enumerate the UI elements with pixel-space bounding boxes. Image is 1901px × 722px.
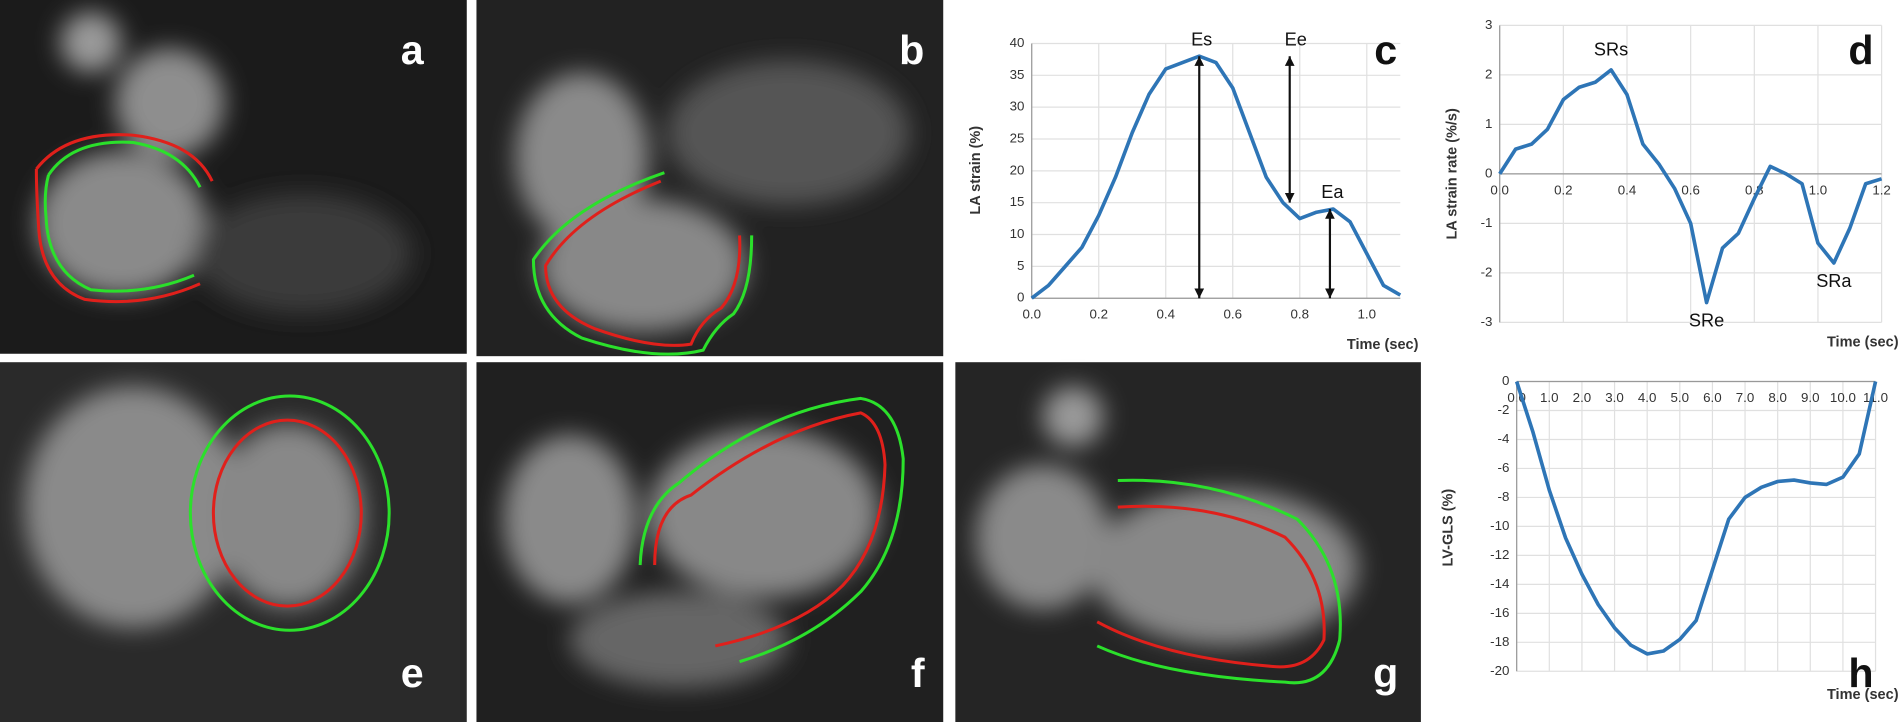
x-tick-label: 0.4: [1618, 182, 1637, 197]
x-tick-label: 6.0: [1703, 390, 1722, 405]
y-tick-label: 15: [1010, 194, 1025, 209]
y-tick-label: -18: [1490, 634, 1509, 649]
y-tick-label: 10: [1010, 226, 1025, 241]
x-tick-label: 0.2: [1089, 307, 1108, 322]
image-panel: f: [476, 362, 944, 722]
x-tick-label: 4.0: [1638, 390, 1657, 405]
arrow-head: [1325, 209, 1335, 299]
x-tick-label: 1.0: [1358, 307, 1377, 322]
x-tick-label: 3.0: [1605, 390, 1624, 405]
image-panel: e: [0, 362, 467, 722]
x-tick-label: 0.0: [1022, 307, 1041, 322]
chart-background: [1434, 362, 1901, 722]
line-series: [1030, 54, 1402, 300]
annotation: Ea: [1321, 182, 1344, 202]
y-tick-label: -12: [1490, 547, 1509, 562]
y-tick-label: 40: [1010, 35, 1025, 50]
x-tick-label: 1.2: [1872, 182, 1891, 197]
y-tick-label: 25: [1010, 131, 1025, 146]
chart: -20-18-16-14-12-10-8-6-4-200.0 1.0 2.0 3.0 4…: [1434, 362, 1901, 722]
y-axis-label: LA strain rate (%/s): [1444, 108, 1460, 240]
x-tick-label: 10.0: [1830, 390, 1856, 405]
annotation: Ee: [1285, 29, 1307, 49]
panel-label: a: [401, 27, 425, 73]
y-tick-label: -2: [1481, 264, 1493, 279]
y-tick-label: 20: [1010, 162, 1025, 177]
annotation: SRa: [1816, 271, 1852, 291]
x-tick-label: 7.0: [1736, 390, 1755, 405]
y-tick-label: -4: [1498, 431, 1510, 446]
y-axis-label: LA strain (%): [968, 126, 984, 215]
x-tick-label: 8.0: [1768, 390, 1787, 405]
x-tick-label: 0.2: [1554, 182, 1573, 197]
panel-label: c: [1374, 27, 1397, 73]
x-tick-label: 9.0: [1801, 390, 1820, 405]
panel-label: h: [1848, 650, 1873, 696]
annotation: SRs: [1594, 39, 1628, 59]
y-tick-label: 3: [1485, 17, 1492, 32]
x-tick-label: 1.0: [1540, 390, 1559, 405]
image-panel: g: [955, 362, 1421, 722]
y-tick-label: -1: [1481, 215, 1493, 230]
x-tick-label: 1.0: [1809, 182, 1828, 197]
annotation: SRe: [1689, 311, 1724, 331]
panel-label: g: [1373, 650, 1398, 696]
chart: 0 5 10 15 20 25 30 35 40 0.0 0.2 0.4 0.6 0.8 1.0 Es Ee Ea…: [955, 0, 1421, 357]
panel-label: f: [911, 650, 925, 696]
y-tick-label: -6: [1498, 460, 1510, 475]
y-tick-label: 1: [1485, 116, 1492, 131]
x-axis-label: Time (sec): [1827, 335, 1899, 351]
x-tick-label: 0.8: [1291, 307, 1310, 322]
image-panel: b: [476, 0, 944, 357]
line-series: [1514, 380, 1878, 656]
y-tick-label: -16: [1490, 605, 1509, 620]
x-axis-label: Time (sec): [1347, 337, 1419, 353]
y-axis-label: LV-GLS (%): [1441, 489, 1457, 567]
y-tick-label: 0: [1485, 165, 1492, 180]
y-tick-label: 35: [1010, 67, 1025, 82]
x-tick-label: 0.6: [1223, 307, 1242, 322]
annotation: Es: [1191, 29, 1212, 49]
y-tick-label: 30: [1010, 99, 1025, 114]
panel-label: d: [1848, 27, 1873, 73]
line-series: [1498, 68, 1883, 305]
y-tick-label: -2: [1498, 402, 1510, 417]
x-tick-label: 5.0: [1671, 390, 1690, 405]
y-tick-label: 0: [1502, 373, 1509, 388]
y-tick-label: -14: [1490, 576, 1509, 591]
x-tick-label: 11.0: [1863, 390, 1888, 405]
image-panel: a: [0, 0, 467, 354]
y-tick-label: 0: [1017, 290, 1024, 305]
y-tick-label: -10: [1490, 518, 1509, 533]
y-tick-label: 2: [1485, 66, 1492, 81]
x-tick-label: 0.4: [1156, 307, 1175, 322]
y-tick-label: -3: [1481, 314, 1493, 329]
y-tick-label: 5: [1017, 258, 1024, 273]
panel-label: e: [401, 650, 424, 696]
x-axis-label: Time (sec): [1827, 687, 1899, 703]
y-tick-label: -20: [1490, 663, 1509, 678]
x-tick-label: 2.0: [1573, 390, 1592, 405]
chart-background: [955, 0, 1421, 357]
x-tick-label: 0.6: [1681, 182, 1700, 197]
y-tick-label: -8: [1498, 489, 1510, 504]
panel-label: b: [899, 27, 924, 73]
